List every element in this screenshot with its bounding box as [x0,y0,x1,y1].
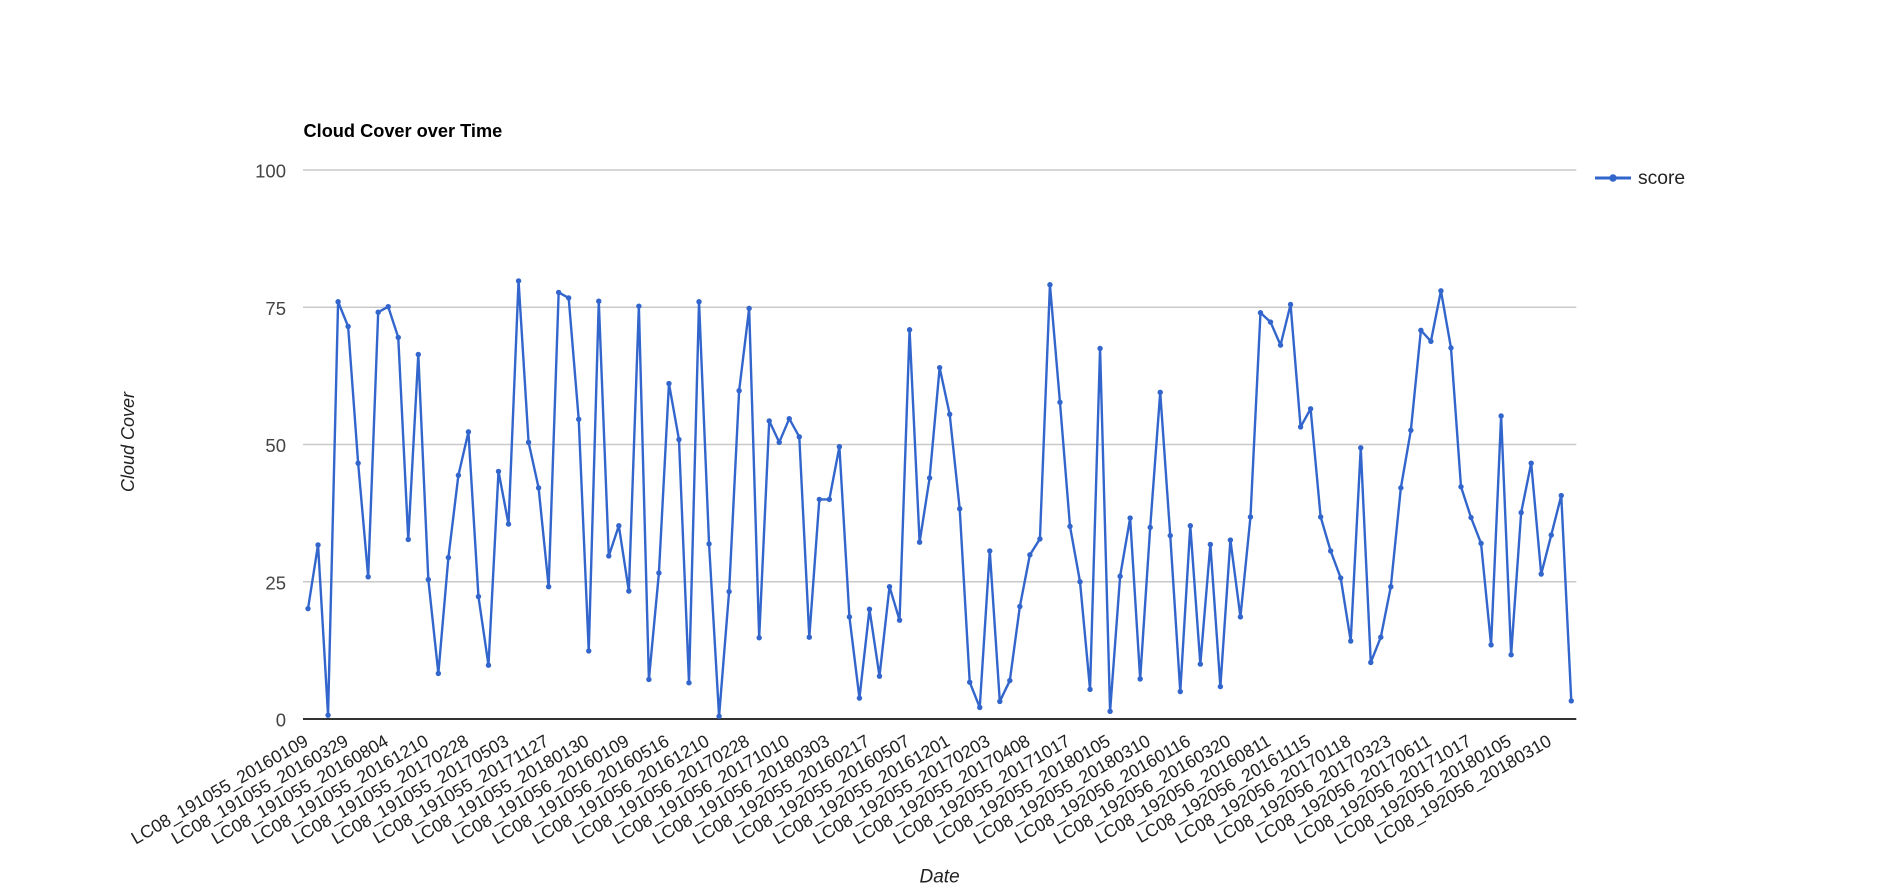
svg-text:Cloud Cover over Time: Cloud Cover over Time [304,121,503,141]
svg-text:50: 50 [265,435,286,456]
svg-text:75: 75 [265,298,286,319]
svg-text:score: score [1638,168,1685,189]
svg-text:Cloud Cover: Cloud Cover [118,391,138,492]
svg-text:100: 100 [255,161,286,182]
svg-text:0: 0 [276,710,286,731]
svg-text:25: 25 [265,572,286,593]
svg-text:Date: Date [920,867,960,888]
